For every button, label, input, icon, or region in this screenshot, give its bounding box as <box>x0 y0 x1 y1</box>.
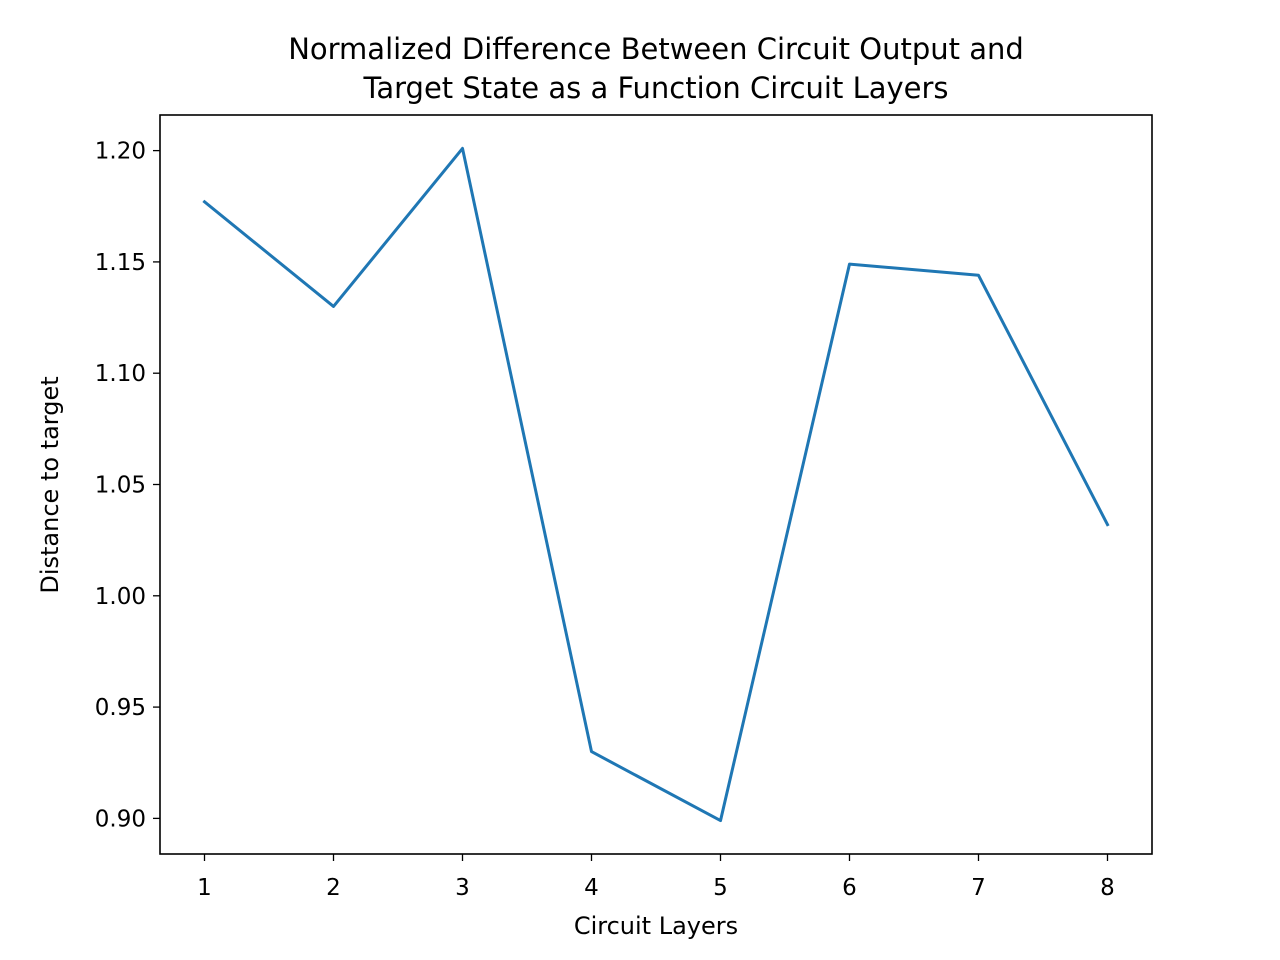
x-axis-ticks: 1 2 3 4 5 6 7 8 <box>197 854 1115 901</box>
y-tick-label: 1.15 <box>95 250 146 276</box>
x-tick-label: 2 <box>326 875 341 901</box>
y-axis-ticks: 0.90 0.95 1.00 1.05 1.10 1.15 1.20 <box>95 139 160 832</box>
chart-title: Normalized Difference Between Circuit Ou… <box>288 32 1024 105</box>
chart-title-line-1: Normalized Difference Between Circuit Ou… <box>288 32 1024 66</box>
chart-title-line-2: Target State as a Function Circuit Layer… <box>362 71 948 105</box>
plot-frame <box>159 114 1153 855</box>
x-tick-label: 5 <box>713 875 728 901</box>
y-tick-label: 1.05 <box>95 473 146 499</box>
x-tick-label: 8 <box>1100 875 1115 901</box>
x-tick-label: 1 <box>197 875 212 901</box>
x-tick-label: 3 <box>455 875 470 901</box>
y-tick-label: 1.10 <box>95 361 146 387</box>
x-tick-label: 6 <box>842 875 857 901</box>
series-layer <box>202 146 1110 823</box>
x-tick-label: 7 <box>971 875 986 901</box>
series-line <box>202 146 1110 823</box>
x-axis-label: Circuit Layers <box>574 912 738 940</box>
y-tick-label: 0.90 <box>95 806 146 832</box>
y-tick-label: 1.00 <box>95 584 146 610</box>
y-tick-label: 0.95 <box>95 695 146 721</box>
y-axis-label: Distance to target <box>36 376 64 593</box>
x-tick-label: 4 <box>584 875 599 901</box>
y-tick-label: 1.20 <box>95 139 146 165</box>
